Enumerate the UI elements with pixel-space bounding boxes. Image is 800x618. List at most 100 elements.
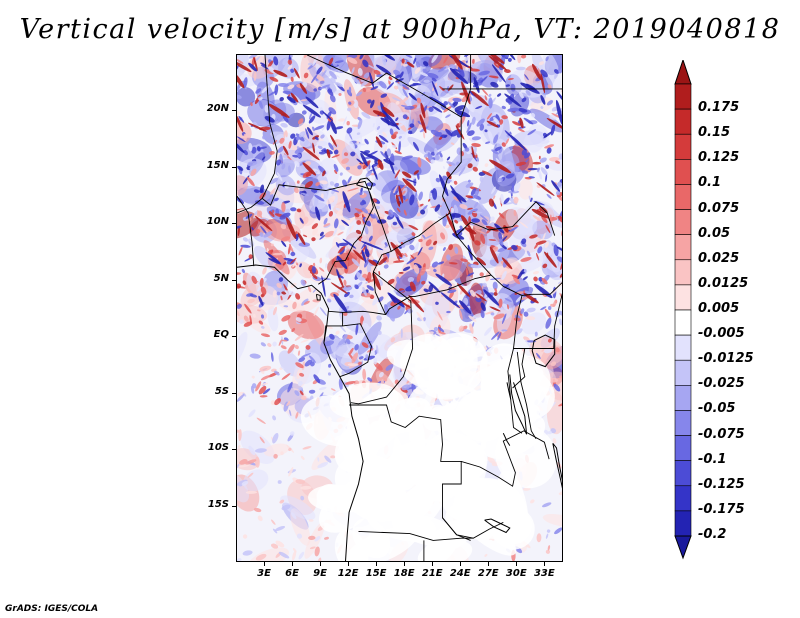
velocity-cell	[254, 200, 265, 205]
velocity-cell	[459, 204, 468, 210]
velocity-cell	[555, 160, 560, 164]
island-bioko	[315, 293, 321, 301]
velocity-cell	[333, 163, 339, 172]
velocity-cell	[342, 286, 353, 292]
velocity-cell	[369, 279, 375, 282]
velocity-cell	[277, 146, 285, 153]
velocity-cell	[472, 58, 475, 64]
colorbar-bottom-arrow	[674, 535, 692, 560]
velocity-cell	[255, 553, 267, 561]
velocity-cell	[237, 87, 256, 107]
velocity-cell	[253, 507, 262, 513]
velocity-cell	[366, 182, 376, 187]
velocity-cell	[321, 121, 329, 131]
velocity-cell	[392, 166, 398, 171]
velocity-cell	[282, 58, 288, 66]
velocity-cell	[249, 166, 253, 171]
velocity-cell	[489, 159, 512, 174]
velocity-cell	[350, 151, 356, 157]
velocity-cell	[559, 318, 562, 326]
velocity-cell	[327, 372, 332, 376]
velocity-cell	[423, 234, 433, 240]
velocity-cell	[373, 357, 378, 365]
velocity-cell	[288, 165, 291, 173]
velocity-cell	[431, 55, 439, 63]
velocity-cell	[251, 275, 258, 285]
velocity-cell	[256, 210, 263, 218]
velocity-cell	[248, 55, 259, 59]
velocity-cell	[523, 290, 526, 294]
lon-tick-mark	[292, 562, 294, 566]
velocity-cell	[541, 277, 548, 285]
velocity-cell	[508, 226, 518, 233]
border-chad-east	[372, 72, 462, 214]
velocity-cell	[322, 111, 334, 122]
velocity-cell	[248, 409, 256, 418]
velocity-cell	[401, 58, 405, 64]
velocity-cell	[359, 191, 363, 196]
velocity-cell	[484, 129, 488, 133]
velocity-cell	[439, 152, 443, 158]
velocity-cell	[492, 246, 499, 252]
velocity-cell	[448, 244, 453, 251]
velocity-cell	[511, 121, 521, 126]
velocity-cell	[437, 66, 447, 73]
velocity-cell	[454, 246, 459, 255]
velocity-cell	[518, 277, 524, 283]
velocity-cell	[540, 69, 548, 78]
velocity-cell	[527, 167, 539, 171]
velocity-cell	[479, 124, 485, 131]
velocity-cell	[301, 353, 311, 358]
velocity-cell	[465, 267, 469, 276]
velocity-cell	[384, 304, 390, 315]
velocity-cell	[413, 170, 419, 175]
velocity-cell	[521, 97, 527, 103]
border-nigeria	[237, 180, 374, 285]
velocity-cell	[402, 178, 417, 192]
velocity-cell	[479, 272, 484, 277]
velocity-cell	[402, 213, 406, 218]
velocity-cell	[237, 331, 248, 368]
lon-tick-label: 21E	[421, 568, 443, 579]
velocity-cell	[398, 272, 404, 274]
velocity-cell	[312, 262, 316, 267]
velocity-cell	[486, 113, 492, 120]
velocity-cell	[503, 230, 511, 235]
velocity-cell	[375, 136, 383, 148]
velocity-cell	[527, 129, 536, 136]
velocity-cell	[498, 212, 505, 219]
velocity-cell	[467, 130, 475, 136]
velocity-cell	[253, 189, 260, 193]
velocity-cell	[376, 344, 379, 354]
velocity-cell	[325, 263, 328, 269]
velocity-cell	[300, 485, 312, 490]
velocity-cell	[401, 384, 411, 391]
velocity-cell	[501, 270, 507, 281]
lon-tick-label: 30E	[505, 568, 527, 579]
velocity-cell	[342, 179, 348, 187]
velocity-cell	[491, 331, 500, 340]
velocity-cell	[237, 110, 241, 116]
velocity-cell	[451, 190, 467, 203]
velocity-cell	[540, 73, 546, 94]
velocity-cell	[545, 56, 549, 62]
velocity-cell	[544, 144, 555, 149]
velocity-cell	[416, 273, 421, 283]
velocity-cell	[378, 135, 389, 143]
velocity-cell	[326, 149, 331, 159]
velocity-cell	[519, 221, 529, 229]
velocity-cell	[311, 74, 318, 84]
velocity-cell	[321, 69, 327, 77]
velocity-cell	[377, 330, 382, 335]
velocity-cell	[542, 55, 561, 92]
velocity-cell	[551, 180, 561, 192]
velocity-cell	[401, 190, 406, 195]
velocity-cell	[418, 238, 423, 243]
velocity-cell	[541, 349, 545, 352]
velocity-cell	[460, 258, 469, 263]
velocity-cell	[295, 317, 302, 322]
velocity-cell	[272, 341, 277, 347]
velocity-cell	[546, 147, 552, 154]
velocity-cell	[329, 181, 335, 186]
velocity-cell	[311, 168, 321, 175]
